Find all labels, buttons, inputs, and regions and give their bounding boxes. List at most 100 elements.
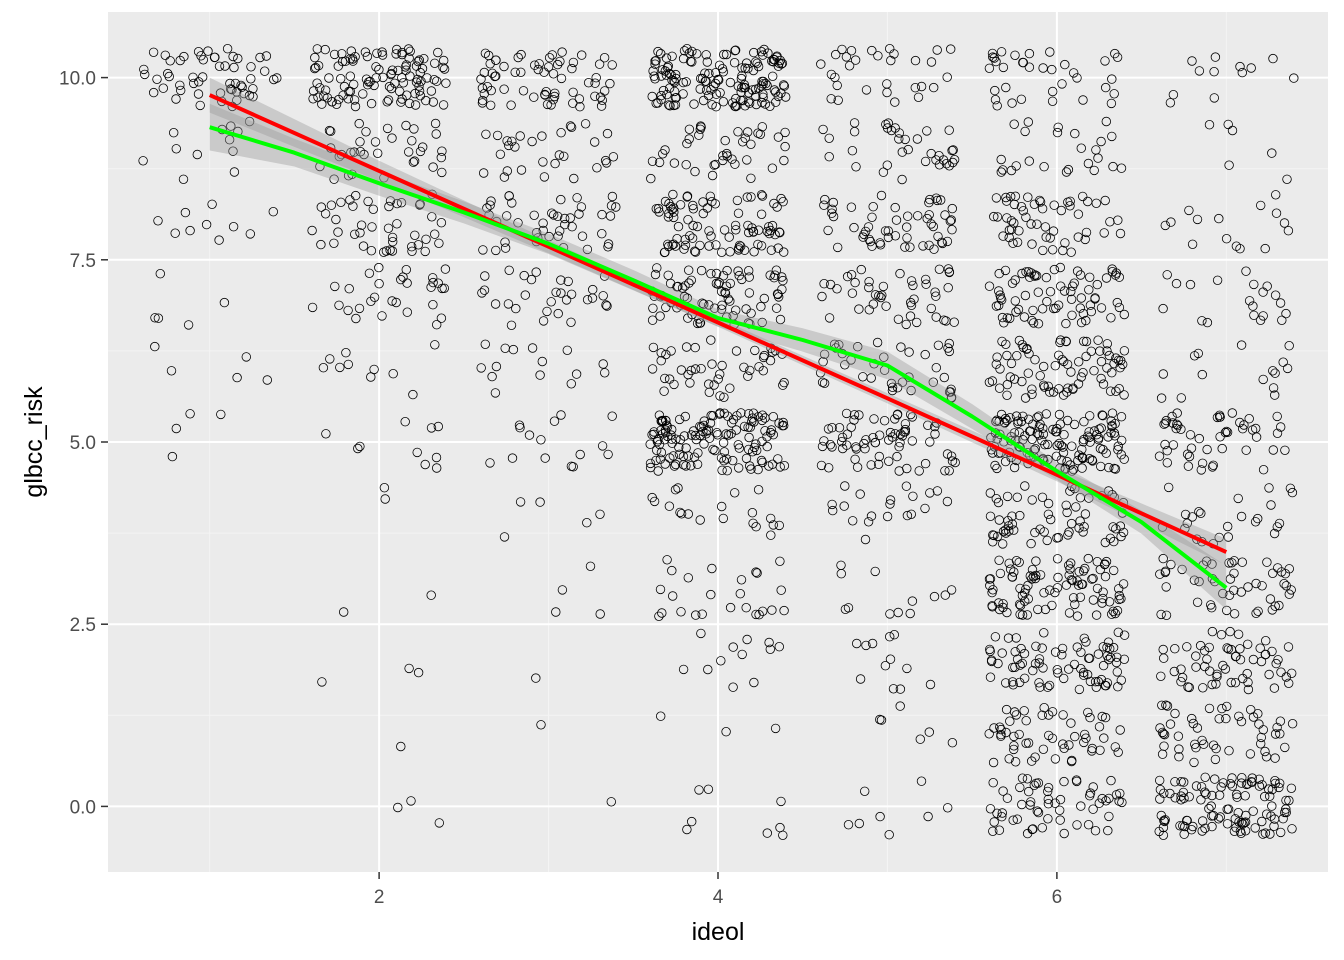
data-point xyxy=(343,305,353,316)
data-point xyxy=(1270,729,1281,739)
data-point xyxy=(1086,306,1097,317)
data-point xyxy=(918,241,928,251)
data-point xyxy=(341,348,351,358)
data-point xyxy=(1101,681,1111,691)
data-point xyxy=(1106,609,1117,619)
data-point xyxy=(549,210,559,220)
data-point xyxy=(507,198,517,208)
data-point xyxy=(752,445,762,456)
data-point xyxy=(1250,517,1261,527)
data-point xyxy=(701,50,711,60)
data-point xyxy=(1030,355,1040,365)
data-point xyxy=(316,202,327,212)
data-point xyxy=(925,488,935,498)
data-point xyxy=(269,74,279,85)
data-point xyxy=(1043,498,1054,509)
data-point xyxy=(152,74,162,85)
data-point xyxy=(838,443,848,454)
data-point xyxy=(817,291,827,302)
data-point xyxy=(415,90,426,101)
data-point xyxy=(1113,584,1124,594)
data-point xyxy=(769,273,779,283)
data-point xyxy=(824,151,834,162)
data-point xyxy=(565,121,576,131)
data-point xyxy=(354,303,365,314)
loess-confidence-ribbon xyxy=(209,103,1227,610)
data-point xyxy=(1059,776,1069,787)
data-point xyxy=(1267,605,1278,615)
data-point xyxy=(1014,729,1024,740)
data-point xyxy=(1117,797,1127,808)
data-point xyxy=(1057,79,1067,89)
data-point xyxy=(1286,783,1297,794)
data-point xyxy=(833,95,843,106)
data-point xyxy=(653,435,663,445)
data-point xyxy=(1192,214,1203,225)
data-point xyxy=(168,127,179,138)
data-point xyxy=(699,439,709,449)
data-point xyxy=(1112,652,1122,663)
data-point xyxy=(1066,575,1077,585)
data-point xyxy=(1102,363,1112,373)
data-point xyxy=(1202,654,1212,664)
data-point xyxy=(1108,642,1119,653)
data-point xyxy=(1114,796,1124,806)
data-point xyxy=(736,575,747,585)
data-point xyxy=(1236,340,1247,350)
data-point xyxy=(850,277,860,288)
data-point xyxy=(897,147,908,157)
data-point xyxy=(1010,191,1021,202)
data-point xyxy=(1243,684,1254,695)
data-point xyxy=(1208,740,1219,750)
data-point xyxy=(1083,820,1094,830)
data-point xyxy=(673,483,683,493)
data-point xyxy=(664,501,675,511)
data-point xyxy=(1197,369,1208,380)
data-point xyxy=(1221,701,1232,712)
data-point xyxy=(705,418,716,428)
data-point xyxy=(480,48,491,59)
data-point xyxy=(566,122,577,133)
data-point xyxy=(1283,678,1294,689)
data-point xyxy=(920,458,931,469)
data-point xyxy=(1028,305,1038,316)
data-point xyxy=(590,91,600,102)
data-point xyxy=(171,144,182,154)
data-point xyxy=(1263,784,1274,794)
data-point xyxy=(692,49,702,59)
data-point xyxy=(262,375,273,385)
data-point xyxy=(434,818,445,828)
data-point xyxy=(921,279,931,289)
data-point xyxy=(1173,731,1184,741)
data-point xyxy=(1067,310,1077,321)
data-point xyxy=(503,299,514,309)
data-point xyxy=(1197,826,1207,836)
data-point xyxy=(492,130,503,141)
data-point xyxy=(1204,642,1214,653)
data-point xyxy=(1085,712,1095,723)
data-point xyxy=(1227,781,1238,791)
data-point xyxy=(1037,710,1047,720)
data-point xyxy=(1041,232,1051,242)
data-point xyxy=(654,611,664,622)
data-point xyxy=(382,97,392,107)
data-point xyxy=(943,343,953,353)
data-point xyxy=(1028,665,1038,676)
data-point xyxy=(985,804,996,814)
data-point xyxy=(661,416,671,426)
data-point xyxy=(704,68,714,79)
data-point xyxy=(1058,356,1069,367)
data-point xyxy=(188,78,199,89)
data-point xyxy=(1073,357,1084,367)
data-point xyxy=(415,199,425,209)
data-point xyxy=(1194,576,1204,587)
data-point xyxy=(1100,571,1111,582)
data-point xyxy=(844,61,855,71)
data-point xyxy=(1229,609,1240,619)
data-point xyxy=(1197,316,1207,326)
data-point xyxy=(711,268,722,279)
data-point xyxy=(929,244,939,254)
data-point xyxy=(885,427,896,438)
data-point xyxy=(686,461,696,471)
data-point xyxy=(226,121,236,131)
